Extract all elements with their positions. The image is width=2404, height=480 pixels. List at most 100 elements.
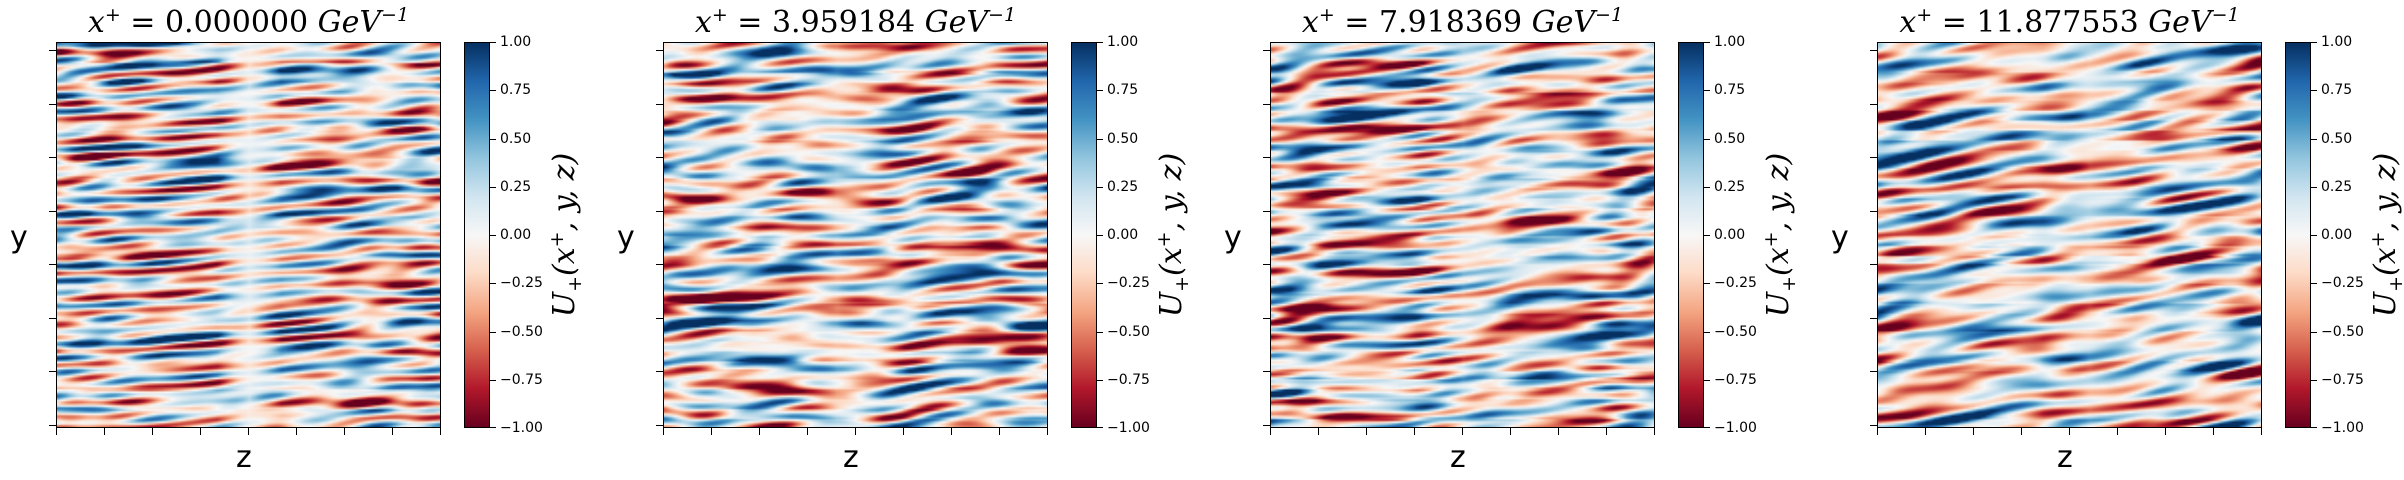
y-axis-ticks bbox=[1870, 42, 1877, 428]
colorbar-tick-label: 0.50 bbox=[1714, 130, 1746, 147]
colorbar bbox=[2285, 42, 2311, 428]
colorbar-tick bbox=[2311, 90, 2317, 92]
x-tick bbox=[296, 428, 297, 435]
x-axis-ticks bbox=[1877, 428, 2262, 435]
colorbar-tick bbox=[490, 427, 496, 428]
y-tick bbox=[1870, 103, 1877, 105]
x-tick bbox=[56, 428, 57, 435]
colorbar bbox=[1678, 42, 1704, 428]
colorbar-tick bbox=[490, 283, 496, 285]
x-tick bbox=[1270, 428, 1271, 435]
x-tick bbox=[1654, 428, 1655, 435]
y-tick bbox=[1870, 157, 1877, 158]
colorbar-tick bbox=[490, 90, 496, 92]
x-axis-ticks bbox=[1270, 428, 1655, 435]
y-tick bbox=[656, 424, 663, 426]
colorbar-tick bbox=[490, 379, 496, 381]
y-tick bbox=[1870, 317, 1877, 319]
colorbar-tick-label: −0.75 bbox=[1714, 371, 1757, 388]
x-axis-label: z bbox=[1450, 440, 1466, 475]
x-tick bbox=[1318, 428, 1319, 435]
y-tick bbox=[49, 317, 56, 319]
colorbar-ticks: 1.00 0.75 0.50 0.25 0.00 −0.25 −0.50 −0.75 −1.00 bbox=[490, 34, 550, 436]
panel-title: x+ = 3.959184 GeV−1 bbox=[694, 4, 1017, 40]
y-tick bbox=[1263, 371, 1270, 372]
y-tick bbox=[656, 210, 663, 212]
x-tick bbox=[248, 428, 249, 435]
panel-title: x+ = 0.000000 GeV−1 bbox=[87, 4, 410, 40]
colorbar-tick bbox=[1704, 186, 1710, 188]
colorbar-tick-label: 0.75 bbox=[2321, 82, 2353, 99]
colorbar-ticks: 1.00 0.75 0.50 0.25 0.00 −0.25 −0.50 −0.75 −1.00 bbox=[1704, 34, 1764, 436]
y-tick bbox=[49, 210, 56, 212]
colorbar-tick bbox=[1704, 90, 1710, 92]
colorbar-tick-label: −0.25 bbox=[1714, 275, 1757, 292]
colorbar bbox=[464, 42, 490, 428]
x-tick bbox=[392, 428, 393, 435]
y-tick bbox=[656, 50, 663, 51]
y-tick bbox=[49, 50, 56, 51]
colorbar-tick bbox=[2311, 235, 2317, 236]
x-tick bbox=[2069, 428, 2070, 435]
colorbar-label: U+(x+, y, z) bbox=[1153, 152, 1193, 318]
colorbar-tick-label: −0.50 bbox=[1714, 323, 1757, 340]
y-tick bbox=[1870, 264, 1877, 265]
y-tick bbox=[49, 371, 56, 372]
y-tick bbox=[49, 264, 56, 265]
y-axis-ticks bbox=[49, 42, 56, 428]
x-tick bbox=[1973, 428, 1974, 435]
heatmap-image bbox=[57, 43, 440, 427]
y-tick bbox=[656, 264, 663, 265]
x-axis-label: z bbox=[2057, 440, 2073, 475]
colorbar-tick bbox=[1704, 138, 1710, 140]
colorbar-tick-label: −0.50 bbox=[1107, 323, 1150, 340]
colorbar-tick-label: 0.00 bbox=[1107, 227, 1139, 243]
colorbar-tick bbox=[2311, 42, 2317, 43]
y-axis-ticks bbox=[1263, 42, 1270, 428]
colorbar bbox=[1071, 42, 1097, 428]
heatmap-plot-area bbox=[663, 42, 1048, 428]
colorbar-label: U+(x+, y, z) bbox=[1760, 152, 1800, 318]
colorbar-tick-label: −0.50 bbox=[2321, 323, 2364, 340]
y-tick bbox=[1263, 210, 1270, 212]
colorbar-tick-label: 0.25 bbox=[2321, 178, 2353, 195]
colorbar-tick bbox=[1704, 331, 1710, 333]
x-tick bbox=[759, 428, 760, 435]
colorbar-tick bbox=[1097, 379, 1103, 381]
y-tick bbox=[656, 371, 663, 372]
y-tick bbox=[49, 424, 56, 426]
y-axis-label: y bbox=[1224, 220, 1242, 255]
y-tick bbox=[1870, 210, 1877, 212]
colorbar-tick bbox=[1704, 42, 1710, 43]
colorbar-tick bbox=[490, 331, 496, 333]
x-tick bbox=[2165, 428, 2166, 435]
y-tick bbox=[1870, 50, 1877, 51]
y-axis-label: y bbox=[10, 220, 28, 255]
colorbar-tick bbox=[1097, 90, 1103, 92]
colorbar-label: U+(x+, y, z) bbox=[2367, 152, 2404, 318]
colorbar-tick-label: −0.50 bbox=[500, 323, 543, 340]
colorbar-tick bbox=[1704, 235, 1710, 236]
colorbar-tick-label: −1.00 bbox=[2321, 420, 2364, 436]
colorbar-tick-label: 0.50 bbox=[1107, 130, 1139, 147]
colorbar-tick bbox=[490, 138, 496, 140]
colorbar-tick-label: 1.00 bbox=[1107, 34, 1139, 50]
colorbar-ticks: 1.00 0.75 0.50 0.25 0.00 −0.25 −0.50 −0.75 −1.00 bbox=[2311, 34, 2371, 436]
x-tick bbox=[1414, 428, 1415, 435]
y-axis-label: y bbox=[617, 220, 635, 255]
colorbar-tick-label: 0.25 bbox=[1714, 178, 1746, 195]
colorbar-tick bbox=[1097, 186, 1103, 188]
colorbar-tick bbox=[490, 186, 496, 188]
x-axis-ticks bbox=[663, 428, 1048, 435]
x-tick bbox=[344, 428, 345, 435]
colorbar-tick bbox=[1097, 138, 1103, 140]
colorbar-tick-label: −0.75 bbox=[2321, 371, 2364, 388]
x-tick bbox=[1877, 428, 1878, 435]
x-axis-label: z bbox=[236, 440, 252, 475]
colorbar-tick-label: 0.75 bbox=[1107, 82, 1139, 99]
y-tick bbox=[1263, 264, 1270, 265]
colorbar-tick-label: −0.25 bbox=[1107, 275, 1150, 292]
y-axis-ticks bbox=[656, 42, 663, 428]
x-tick bbox=[1606, 428, 1607, 435]
colorbar-tick-label: 0.25 bbox=[1107, 178, 1139, 195]
